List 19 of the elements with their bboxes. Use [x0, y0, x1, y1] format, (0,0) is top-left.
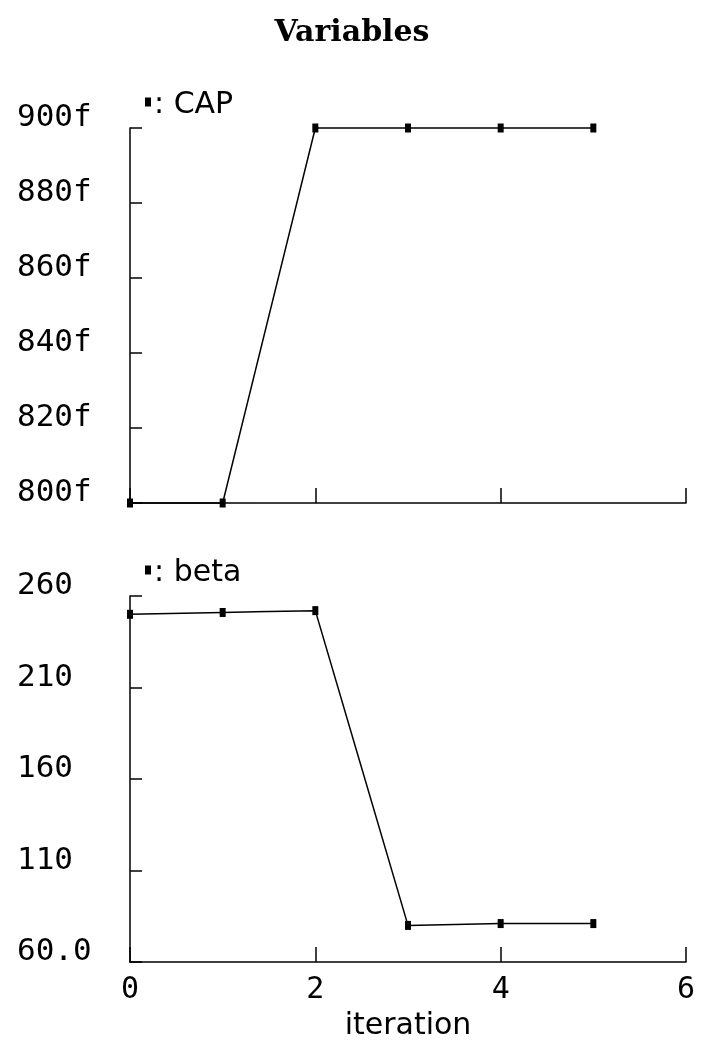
- y-tick-label: 860f: [17, 247, 92, 283]
- y-tick-label: 820f: [17, 397, 92, 433]
- x-tick-label: 2: [306, 969, 325, 1005]
- x-tick-label: 6: [676, 969, 696, 1005]
- y-tick-label: 880f: [17, 172, 92, 208]
- y-tick-label: 260: [17, 565, 73, 601]
- chart-title: Variables: [273, 12, 430, 48]
- y-tick-label: 210: [17, 656, 73, 693]
- legend-label: : beta: [154, 552, 242, 588]
- y-tick-label: 110: [17, 839, 73, 876]
- y-tick-label: 60.0: [17, 931, 92, 967]
- x-axis-title: iteration: [344, 1005, 472, 1041]
- y-tick-label: 800f: [17, 472, 92, 508]
- y-tick-label: 900f: [17, 97, 92, 133]
- legend-label: : CAP: [154, 84, 234, 120]
- x-tick-label: 0: [120, 969, 140, 1005]
- y-tick-label: 160: [17, 748, 73, 784]
- y-tick-label: 840f: [17, 322, 92, 358]
- x-tick-label: 4: [491, 969, 510, 1005]
